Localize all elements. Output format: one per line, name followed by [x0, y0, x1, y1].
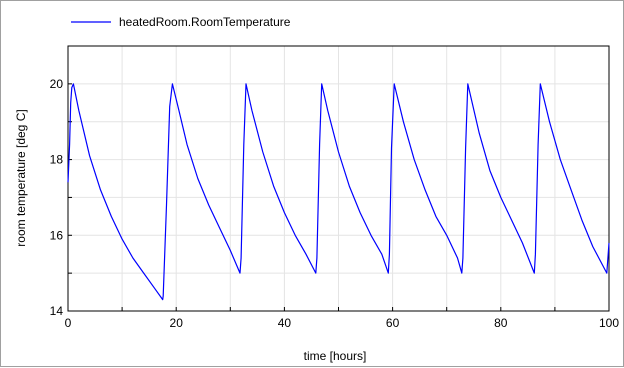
- x-tick-label: 100: [599, 316, 619, 330]
- grid: [67, 45, 610, 312]
- x-tick-label: 0: [65, 316, 72, 330]
- y-tick-label: 16: [50, 228, 64, 242]
- legend-label: heatedRoom.RoomTemperature: [119, 15, 291, 29]
- axis-ticks: [67, 45, 610, 312]
- x-tick-label: 80: [494, 316, 508, 330]
- y-axis-label: room temperature [deg C]: [14, 109, 28, 246]
- x-tick-label: 40: [278, 316, 292, 330]
- x-tick-label: 60: [386, 316, 400, 330]
- x-tick-label: 20: [170, 316, 184, 330]
- y-tick-label: 20: [50, 77, 64, 91]
- y-tick-label: 18: [50, 153, 64, 167]
- series-line: [67, 83, 610, 301]
- series-layer: [67, 83, 610, 301]
- y-tick-label: 14: [50, 304, 64, 318]
- x-axis-label: time [hours]: [304, 349, 367, 363]
- tick-labels: 0 20 40 60 80 100 14 16 18 20: [50, 77, 620, 330]
- legend: heatedRoom.RoomTemperature: [71, 15, 291, 29]
